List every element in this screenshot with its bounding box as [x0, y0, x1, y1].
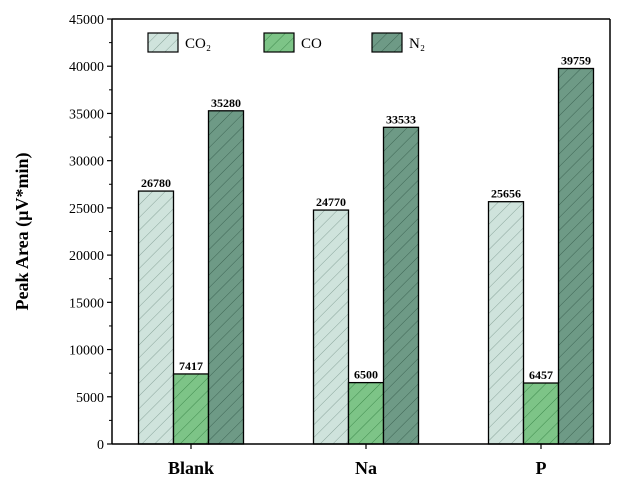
bar-blank-co [137, 190, 175, 445]
data-label-p-n: 39759 [561, 53, 591, 67]
bar-blank-n [207, 110, 245, 445]
bar-blank-co [172, 373, 210, 445]
legend: CO₂ CO N₂ [147, 32, 425, 53]
y-tick-label-15000: 15000 [69, 296, 104, 311]
data-labels-layer: 26780 7417 35280 24770 6500 33533 25656 6457 397… [141, 53, 591, 382]
data-label-na-co: 24770 [316, 195, 346, 209]
y-tick-label-30000: 30000 [69, 155, 104, 170]
data-label-na-co: 6500 [354, 368, 378, 382]
bar-p-co [522, 382, 560, 445]
y-tick-label-35000: 35000 [69, 107, 104, 122]
legend-label-co: CO₂ [185, 36, 211, 52]
y-tick-label-10000: 10000 [69, 344, 104, 359]
legend-swatch-n [371, 32, 403, 53]
data-label-p-co: 6457 [529, 368, 553, 382]
legend-label-co: CO [301, 36, 322, 52]
bar-p-n [557, 67, 595, 445]
bars-layer [137, 67, 595, 445]
y-tick-label-45000: 45000 [69, 13, 104, 28]
legend-label-n: N₂ [409, 36, 425, 52]
data-label-blank-n: 35280 [211, 96, 241, 110]
bar-na-co [312, 209, 350, 445]
bar-na-n [382, 126, 420, 445]
data-label-na-n: 33533 [386, 112, 416, 126]
data-label-blank-co: 7417 [179, 359, 203, 373]
y-tick-label-0: 0 [97, 438, 104, 453]
y-axis-label: Peak Area (µV*min) [12, 152, 33, 310]
legend-item-n: N₂ [371, 32, 425, 53]
y-tick-label-25000: 25000 [69, 202, 104, 217]
legend-item-co: CO₂ [147, 32, 211, 53]
y-tick-label-5000: 5000 [76, 391, 104, 406]
x-tick-label-p: P [536, 458, 547, 478]
y-tick-label-20000: 20000 [69, 249, 104, 264]
x-tick-label-blank: Blank [168, 458, 214, 478]
bar-na-co [347, 381, 385, 445]
legend-item-co: CO [263, 32, 322, 53]
data-label-p-co: 25656 [491, 187, 521, 201]
legend-swatch-co [263, 32, 295, 53]
axes-layer: Blank Na P 0 5000 10000 15000 20000 25000 30000 35… [69, 13, 611, 478]
bar-p-co [487, 201, 525, 445]
data-label-blank-co: 26780 [141, 176, 171, 190]
legend-swatch-co [147, 32, 179, 53]
x-tick-label-na: Na [355, 458, 377, 478]
y-tick-label-40000: 40000 [69, 60, 104, 75]
